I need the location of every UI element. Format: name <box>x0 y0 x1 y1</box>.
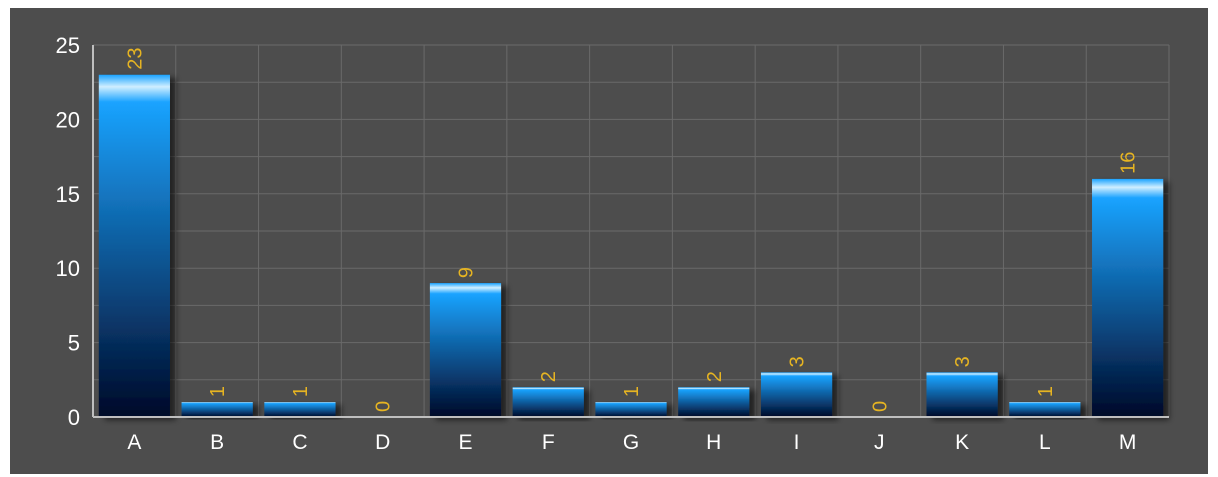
bar <box>181 402 253 417</box>
bar <box>429 283 502 417</box>
bar <box>760 372 833 417</box>
axes <box>92 45 1169 418</box>
bar <box>512 387 584 417</box>
data-label: 0 <box>373 401 395 412</box>
x-tick-label: H <box>706 431 721 454</box>
bar <box>264 402 336 417</box>
bars <box>98 74 1164 417</box>
x-tick-label: K <box>955 431 969 454</box>
data-label: 16 <box>1118 152 1140 174</box>
data-label: 2 <box>704 371 726 382</box>
y-tick-label: 25 <box>56 33 80 58</box>
x-tick-label: A <box>127 431 141 454</box>
data-label: 0 <box>869 401 891 412</box>
bar <box>595 402 667 417</box>
data-label: 1 <box>1035 386 1057 397</box>
data-label: 1 <box>621 386 643 397</box>
y-tick-label: 5 <box>68 331 80 356</box>
bar <box>1092 178 1164 417</box>
chart-frame <box>10 8 1208 474</box>
data-label: 2 <box>538 371 560 382</box>
y-tick-label: 20 <box>56 107 80 132</box>
data-label: 1 <box>207 386 229 397</box>
x-tick-label: C <box>292 431 307 454</box>
y-tick-label: 10 <box>56 256 80 281</box>
y-tick-label: 15 <box>56 182 80 207</box>
bar <box>926 372 998 417</box>
x-tick-label: E <box>458 431 472 454</box>
y-tick-label: 0 <box>68 405 80 430</box>
x-tick-label: B <box>210 431 224 454</box>
x-tick-label: M <box>1119 431 1137 454</box>
x-tick-label: F <box>542 431 555 454</box>
data-label: 23 <box>124 48 146 70</box>
x-tick-label: L <box>1039 431 1051 454</box>
x-tick-label: I <box>794 431 800 454</box>
x-tick-label: D <box>375 431 390 454</box>
data-label: 9 <box>455 267 477 278</box>
gridlines <box>92 44 1170 418</box>
bar <box>1009 402 1081 417</box>
data-label: 3 <box>787 356 809 367</box>
x-tick-label: G <box>623 431 639 454</box>
bar <box>98 74 170 417</box>
data-label: 3 <box>952 356 974 367</box>
bar <box>678 387 750 417</box>
data-label: 1 <box>290 386 312 397</box>
x-tick-label: J <box>874 431 885 454</box>
